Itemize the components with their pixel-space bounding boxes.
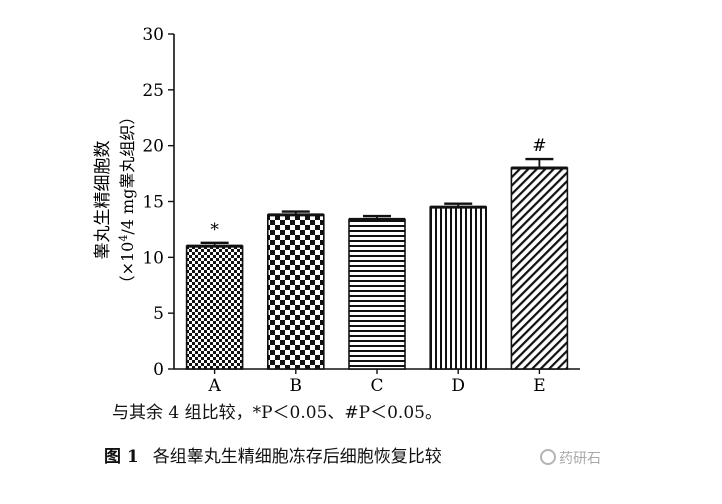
- significance-note: 与其余 4 组比较，*P＜0.05、#P＜0.05。: [112, 403, 442, 423]
- bar-A: [185, 245, 244, 370]
- watermark-logo-icon: [540, 449, 556, 465]
- y-tick-label: 0: [153, 360, 164, 380]
- watermark-text: 药研石: [559, 451, 601, 467]
- y-tick-label: 30: [142, 25, 164, 45]
- bars: *#: [185, 136, 569, 370]
- y-axis-unit-label: （×104/4 mg睾丸组织）: [117, 109, 137, 292]
- bar-C: [348, 218, 406, 370]
- bar-D: [429, 206, 488, 370]
- significance-mark-E: #: [532, 136, 546, 156]
- axes: 0 5 10 15 20 25 30 A B C D E: [142, 25, 580, 396]
- figure-label: 图 1: [104, 447, 139, 467]
- x-tick-label: C: [370, 376, 383, 396]
- watermark: 药研石: [540, 448, 601, 468]
- bar-E: [510, 167, 569, 370]
- x-tick-label: D: [451, 376, 465, 396]
- y-tick-label: 5: [153, 304, 164, 324]
- y-tick-label: 10: [142, 248, 164, 268]
- bar-B: [266, 214, 325, 370]
- figure-caption: 图 1 各组睾丸生精细胞冻存后细胞恢复比较: [104, 442, 604, 467]
- x-tick-label: B: [290, 376, 303, 396]
- x-tick-label: E: [533, 376, 545, 396]
- y-tick-label: 20: [142, 137, 164, 157]
- caption-text: 各组睾丸生精细胞冻存后细胞恢复比较: [152, 447, 442, 467]
- y-tick-label: 25: [142, 81, 164, 101]
- significance-mark-A: *: [210, 220, 219, 240]
- y-tick-label: 15: [142, 193, 164, 213]
- y-axis-label: 睾丸生精细胞数: [93, 141, 113, 260]
- x-tick-label: A: [207, 376, 221, 396]
